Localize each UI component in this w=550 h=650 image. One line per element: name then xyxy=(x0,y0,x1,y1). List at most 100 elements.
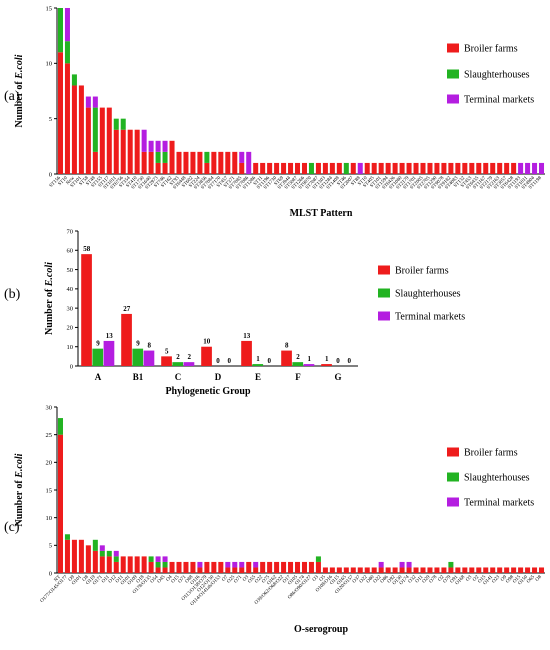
x-category-label: O79 xyxy=(443,575,453,585)
x-category-label: O4 xyxy=(166,575,174,583)
bar xyxy=(321,364,332,366)
bar-segment xyxy=(155,561,161,568)
bar xyxy=(172,362,184,366)
bar-segment xyxy=(239,151,245,163)
y-axis-title-prefix: Number of xyxy=(14,478,25,527)
bar-segment xyxy=(295,162,301,174)
bar-segment xyxy=(183,151,189,174)
bar-segment xyxy=(155,140,161,152)
x-category-label: C xyxy=(175,372,182,382)
bar-segment xyxy=(260,162,266,174)
bar-segment xyxy=(420,162,426,174)
x-category-label: O22 xyxy=(359,575,369,585)
bar-value-label: 1 xyxy=(256,355,260,363)
y-tick-label: 40 xyxy=(67,286,74,293)
bar-segment xyxy=(92,107,98,152)
bar-segment xyxy=(71,85,77,174)
x-category-label: O71 xyxy=(234,575,244,585)
bar xyxy=(143,350,155,366)
x-category-label: O45 xyxy=(157,575,167,585)
legend-swatch xyxy=(447,497,459,507)
x-category-label: O11 xyxy=(115,575,125,585)
bar-segment xyxy=(539,162,545,174)
bar-segment xyxy=(281,162,287,174)
y-tick-label: 15 xyxy=(46,487,53,494)
x-category-label: O8 xyxy=(535,575,543,583)
bar-segment xyxy=(288,561,294,573)
x-category-label: G xyxy=(334,372,341,382)
y-axis-title: Number of E.coli xyxy=(44,262,55,335)
bar-segment xyxy=(64,41,70,64)
y-tick-label: 10 xyxy=(46,61,53,68)
y-tick-label: 0 xyxy=(49,570,52,577)
bar-segment xyxy=(92,151,98,174)
panel-c-oserogroup-chart: (c) 0 5 10 15 20 25 30 Number of E.coli O-serogro… xyxy=(4,404,545,635)
x-category-label: O17 xyxy=(282,575,292,585)
y-tick-label: 0 xyxy=(70,363,73,370)
bar-segment xyxy=(490,567,496,573)
bar-segment xyxy=(169,140,175,174)
bar-segment xyxy=(322,567,328,573)
x-category-label: O174 xyxy=(294,575,306,587)
bar-value-label: 0 xyxy=(267,357,271,365)
bar-value-label: 8 xyxy=(147,342,151,350)
bar-segment xyxy=(427,567,433,573)
bar-segment xyxy=(392,567,398,573)
x-category-label: O9 xyxy=(500,575,508,583)
bar-segment xyxy=(364,567,370,573)
bar-segment xyxy=(462,162,468,174)
bar-segment xyxy=(183,561,189,573)
x-category-label: ST69 xyxy=(274,176,286,188)
x-category-label: O22 xyxy=(254,575,264,585)
bar-segment xyxy=(274,561,280,573)
bar-segment xyxy=(113,556,119,562)
bar xyxy=(241,340,252,366)
bar-segment xyxy=(497,567,503,573)
bar xyxy=(252,364,264,366)
x-category-label: B1 xyxy=(133,372,144,382)
legend-swatch xyxy=(378,265,390,275)
bar-segment xyxy=(253,567,259,573)
bar-segment xyxy=(441,162,447,174)
x-category-label: O15 xyxy=(171,575,181,585)
bar-segment xyxy=(288,162,294,174)
legend-swatch xyxy=(378,288,390,298)
x-axis-title: MLST Pattern xyxy=(290,208,353,219)
bar-value-label: 2 xyxy=(176,353,180,361)
bar-segment xyxy=(260,561,266,573)
bar-value-label: 1 xyxy=(325,355,329,363)
bar-segment xyxy=(253,561,259,568)
legend-label: Terminal markets xyxy=(464,498,534,509)
bar-segment xyxy=(399,561,405,568)
x-category-label: O11 xyxy=(415,575,425,585)
bar-segment xyxy=(371,567,377,573)
bar-segment xyxy=(155,556,161,562)
bar-segment xyxy=(448,561,454,568)
bar-segment xyxy=(232,567,238,573)
bar-segment xyxy=(441,567,447,573)
bar-segment xyxy=(99,545,105,551)
bar-segment xyxy=(504,567,510,573)
bar-segment xyxy=(315,162,321,174)
y-tick-label: 25 xyxy=(46,432,53,439)
bar-segment xyxy=(399,162,405,174)
x-category-label: O130 xyxy=(392,575,404,587)
bar-segment xyxy=(162,561,168,568)
y-axis-title-organism: E.coli xyxy=(14,453,25,478)
bar-segment xyxy=(218,151,224,174)
x-axis-title: Phylogenetic Group xyxy=(165,386,251,397)
bar-segment xyxy=(336,162,342,174)
bar-segment xyxy=(113,550,119,557)
bar-segment xyxy=(204,151,210,163)
x-category-label: O65 xyxy=(526,575,536,585)
bar xyxy=(292,362,304,366)
x-category-label: O80 xyxy=(366,575,376,585)
bar-segment xyxy=(134,556,140,573)
x-category-label: O119 xyxy=(85,575,97,587)
x-category-label: O18 xyxy=(136,575,146,585)
bar-segment xyxy=(406,162,412,174)
x-category-label: O150 xyxy=(518,575,530,587)
bar-segment xyxy=(385,567,391,573)
